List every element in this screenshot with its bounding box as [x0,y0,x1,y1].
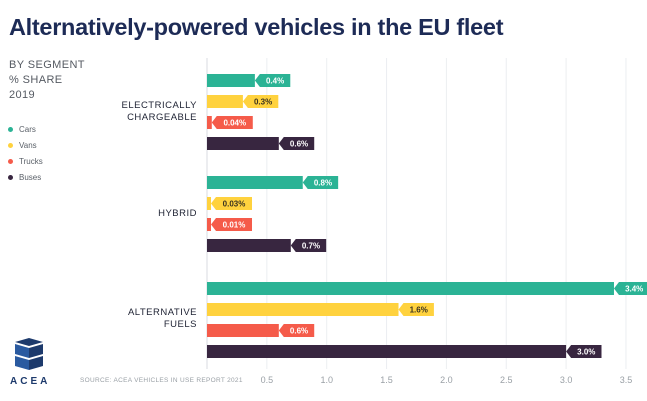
data-label-tag [613,282,647,295]
subtitle-year: 2019 [9,89,36,101]
bar [207,197,211,210]
data-label-tag [211,197,252,210]
bar [207,218,211,231]
bar [207,282,614,295]
data-label-tag [398,303,434,316]
bar [207,95,243,108]
data-label-tag [278,324,315,337]
bar [207,116,212,129]
data-label: 0.6% [290,327,308,336]
category-label-line: HYBRID [158,208,197,219]
chart-legend: Cars Vans Trucks Buses [8,121,43,185]
category-label-electrically-chargeable: ELECTRICALLY CHARGEABLE [0,100,197,124]
logo-text: ACEA [10,376,51,387]
legend-swatch-vans [8,142,13,148]
bar [207,74,255,87]
acea-logo [9,338,49,377]
legend-item-trucks: Trucks [8,153,43,169]
category-label-line: FUELS [163,319,197,330]
bar [207,176,303,189]
data-label: 0.4% [266,77,284,86]
data-label-tag [566,345,602,358]
legend-label-trucks: Trucks [19,156,43,166]
data-label-tag [302,176,339,189]
data-label-tag [211,116,253,129]
data-label-tag [290,239,327,252]
bar [207,303,399,316]
x-tick-label: 3.0 [560,375,573,385]
legend-label-cars: Cars [19,124,36,134]
legend-swatch-trucks [8,158,13,164]
category-label-hybrid: HYBRID [0,208,197,220]
subtitle-share: % SHARE [9,74,63,86]
legend-label-vans: Vans [19,140,37,150]
data-label-tag [278,137,315,150]
data-label: 0.3% [254,98,272,107]
legend-swatch-buses [8,174,13,180]
category-label-line: CHARGEABLE [127,112,197,123]
x-tick-label: 2.0 [440,375,453,385]
page-title: Alternatively-powered vehicles in the EU… [9,14,504,40]
category-label-alternative-fuels: ALTERNATIVE FUELS [0,307,197,331]
legend-item-buses: Buses [8,169,43,185]
bar [207,345,567,358]
x-tick-label: 1.5 [380,375,393,385]
data-label-tag [242,95,279,108]
data-label: 0.01% [223,221,246,230]
data-label: 1.6% [410,306,428,315]
legend-item-cars: Cars [8,121,43,137]
category-label-line: ALTERNATIVE [127,307,197,318]
legend-item-vans: Vans [8,137,43,153]
x-tick-label: 1.0 [320,375,333,385]
bar [207,324,279,337]
category-label-line: ELECTRICALLY [121,100,197,111]
source-note: SOURCE: ACEA VEHICLES IN USE REPORT 2021 [80,377,243,384]
subtitle-segment: BY SEGMENT [9,59,85,71]
x-tick-label: 0.5 [261,375,274,385]
x-tick-label: 2.5 [500,375,513,385]
legend-label-buses: Buses [19,172,42,182]
data-label-tag [211,218,252,231]
x-tick-label: 3.5 [620,375,633,385]
data-label: 3.0% [577,348,595,357]
data-label: 0.8% [314,179,332,188]
bar [207,239,291,252]
data-label: 0.6% [290,140,308,149]
bar [207,137,279,150]
legend-swatch-cars [8,126,13,132]
data-label: 0.7% [302,242,320,251]
data-label-tag [254,74,291,87]
data-label: 0.04% [223,119,246,128]
data-label: 3.4% [625,285,643,294]
data-label: 0.03% [223,200,246,209]
